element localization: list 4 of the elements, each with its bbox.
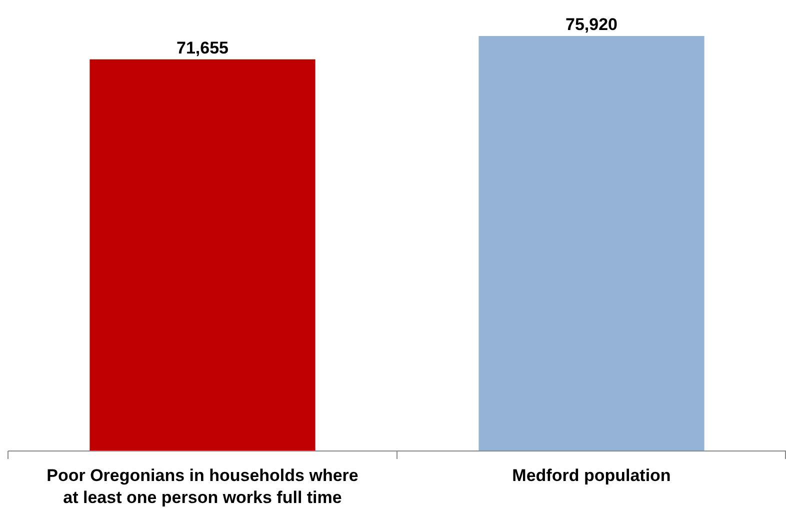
x-tick-label: Poor Oregonians in households where at least one person works full time (46, 466, 358, 507)
data-label: 71,655 (176, 38, 228, 58)
data-label: 75,920 (566, 15, 618, 34)
x-tick-label: Medford population (512, 466, 671, 485)
